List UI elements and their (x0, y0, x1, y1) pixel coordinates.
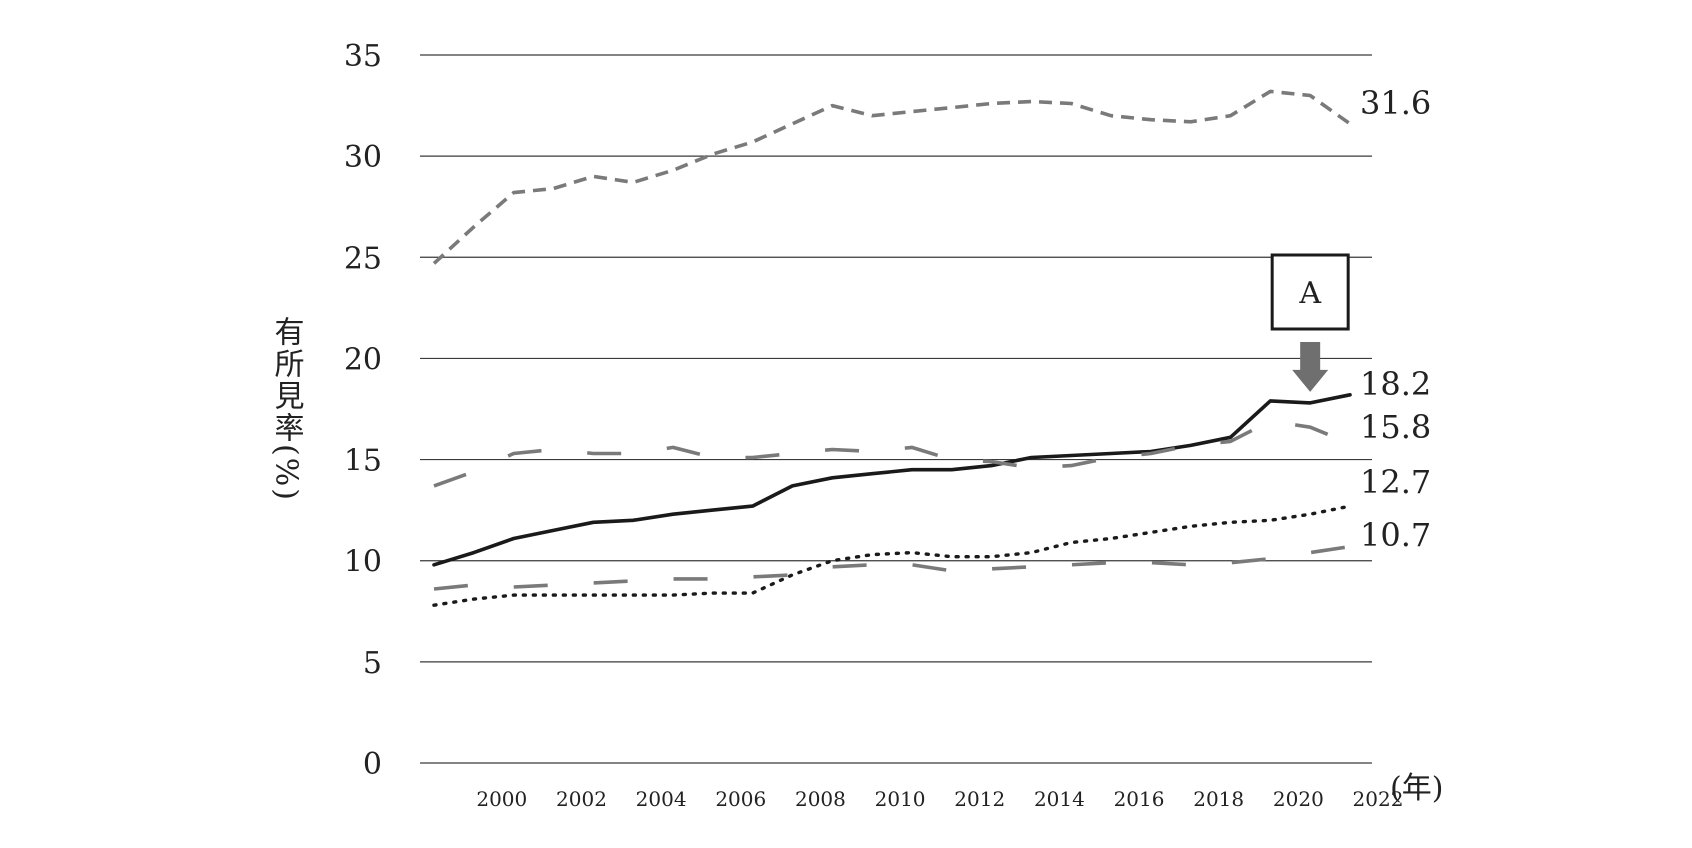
x-tick-label: 2014 (1034, 787, 1085, 811)
annotation-box (1270, 253, 1350, 331)
series-line-4 (432, 504, 1352, 607)
y-tick-labels: 0 5 10 15 20 25 30 35 (344, 39, 382, 782)
series-line-3 (433, 419, 1351, 488)
annotation-label: A (1298, 276, 1321, 311)
y-tick-label: 25 (344, 241, 382, 276)
x-tick-label: 2008 (795, 787, 846, 811)
x-tick-label: 2002 (556, 787, 607, 811)
y-tick-label: 0 (363, 747, 382, 782)
series-line-5 (433, 544, 1351, 591)
series-end-label: 12.7 (1360, 463, 1431, 501)
x-tick-labels: 2000 2002 2004 2006 2008 2010 2012 2014 2016 2018… (476, 787, 1403, 811)
x-unit-label: (年) (1390, 771, 1443, 806)
y-axis-label: 有所見率(%) (269, 316, 305, 502)
x-tick-label: 2004 (636, 787, 687, 811)
y-tick-label: 30 (344, 140, 382, 175)
series-end-labels: 31.6 18.2 15.8 12.7 10.7 (1360, 84, 1431, 554)
x-tick-label: 2012 (954, 787, 1005, 811)
series-lines (432, 89, 1352, 607)
x-tick-label: 2018 (1193, 787, 1244, 811)
y-tick-label: 35 (344, 39, 382, 74)
series-end-label: 15.8 (1360, 408, 1431, 446)
y-tick-label: 15 (344, 444, 382, 479)
x-tick-label: 2010 (875, 787, 926, 811)
series-line-1 (432, 89, 1352, 265)
x-tick-label: 2000 (476, 787, 527, 811)
y-tick-label: 5 (363, 646, 382, 681)
series-end-label: 18.2 (1360, 365, 1431, 403)
x-tick-label: 2006 (715, 787, 766, 811)
x-tick-label: 2016 (1114, 787, 1165, 811)
y-tick-label: 10 (344, 545, 382, 580)
annotation-arrow (1292, 342, 1329, 392)
x-tick-label: 2022 (1353, 787, 1404, 811)
x-tick-label: 2020 (1273, 787, 1324, 811)
series-line-2 (432, 392, 1352, 567)
series-end-label: 10.7 (1360, 516, 1431, 554)
annotation-a: A (1270, 253, 1350, 392)
gridlines (420, 54, 1372, 764)
y-tick-label: 20 (344, 342, 382, 377)
series-end-label: 31.6 (1360, 84, 1431, 122)
